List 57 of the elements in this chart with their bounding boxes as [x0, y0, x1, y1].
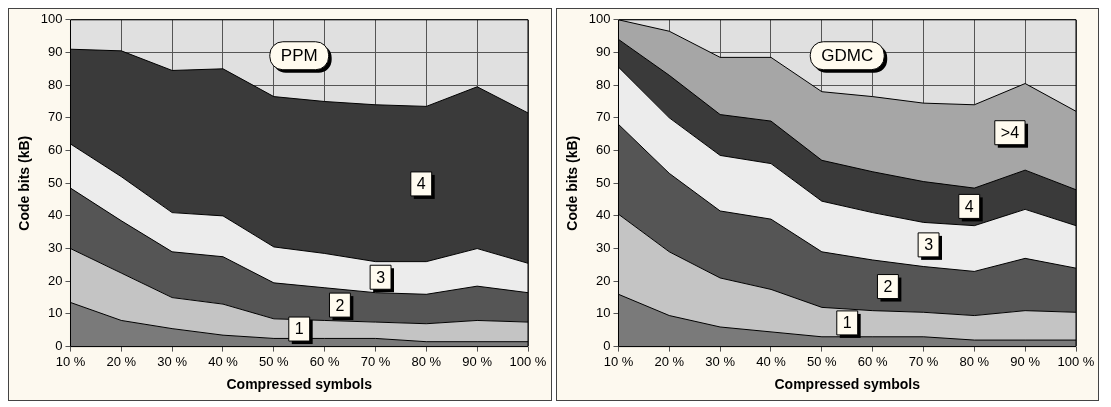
- y-tick-label: 70: [595, 109, 610, 125]
- series-label: 3: [923, 236, 933, 254]
- y-tick-label: 100: [40, 11, 63, 27]
- x-tick-label: 60 %: [309, 353, 340, 369]
- x-tick-label: 10 %: [603, 353, 634, 369]
- y-tick-label: 50: [595, 174, 610, 190]
- x-axis-title: Compressed symbols: [226, 376, 373, 393]
- y-tick-label: 20: [595, 272, 610, 288]
- x-tick-label: 20 %: [106, 353, 137, 369]
- x-tick-label: 90 %: [462, 353, 493, 369]
- y-tick-label: 0: [602, 338, 610, 354]
- y-tick-label: 20: [48, 272, 63, 288]
- series-label: 1: [842, 314, 852, 332]
- x-tick-label: 10 %: [55, 353, 86, 369]
- x-tick-label: 20 %: [654, 353, 685, 369]
- x-tick-label: 70 %: [908, 353, 939, 369]
- y-tick-label: 40: [595, 207, 610, 223]
- x-tick-label: 30 %: [704, 353, 735, 369]
- series-label: 2: [335, 296, 345, 314]
- x-tick-label: 100 %: [509, 353, 547, 369]
- y-tick-label: 90: [595, 44, 610, 60]
- y-tick-label: 80: [595, 76, 610, 92]
- series-label: 3: [376, 268, 386, 286]
- x-tick-label: 70 %: [360, 353, 391, 369]
- y-tick-label: 10: [595, 305, 610, 321]
- y-tick-label: 10: [48, 305, 63, 321]
- y-tick-label: 60: [595, 142, 610, 158]
- x-tick-label: 50 %: [806, 353, 837, 369]
- x-tick-label: 90 %: [1009, 353, 1040, 369]
- series-label: >4: [1000, 124, 1019, 142]
- x-tick-label: 80 %: [959, 353, 990, 369]
- y-tick-label: 90: [48, 44, 63, 60]
- y-tick-label: 60: [48, 142, 63, 158]
- x-tick-label: 100 %: [1057, 353, 1095, 369]
- series-label: 1: [294, 320, 304, 338]
- series-label: 4: [964, 197, 974, 215]
- y-tick-label: 30: [48, 240, 63, 256]
- series-label: 4: [416, 175, 426, 193]
- text: PPM: [280, 46, 318, 66]
- x-tick-label: 40 %: [208, 353, 239, 369]
- y-tick-label: 0: [55, 338, 63, 354]
- x-tick-label: 50 %: [259, 353, 290, 369]
- y-axis-title: Code bits (kB): [563, 135, 580, 231]
- x-tick-label: 80 %: [411, 353, 442, 369]
- text: GDMC: [820, 46, 873, 66]
- y-tick-label: 70: [48, 109, 63, 125]
- y-axis-title: Code bits (kB): [16, 135, 33, 231]
- y-tick-label: 50: [48, 174, 63, 190]
- x-tick-label: 40 %: [755, 353, 786, 369]
- y-tick-label: 40: [48, 207, 63, 223]
- y-tick-label: 100: [588, 11, 610, 27]
- y-tick-label: 80: [48, 76, 63, 92]
- x-tick-label: 30 %: [157, 353, 188, 369]
- y-tick-label: 30: [595, 240, 610, 256]
- x-tick-label: 60 %: [857, 353, 888, 369]
- x-axis-title: Compressed symbols: [773, 376, 920, 393]
- series-label: 2: [882, 277, 892, 295]
